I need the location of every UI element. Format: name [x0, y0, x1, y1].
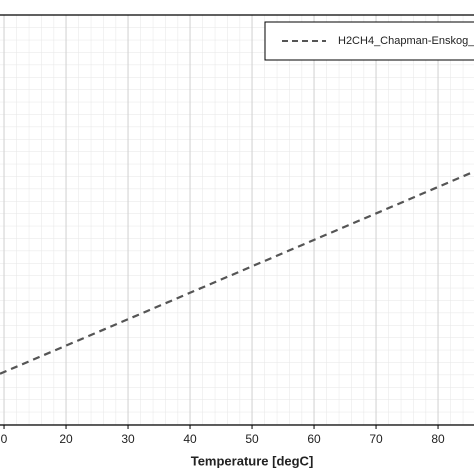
x-axis-label: Temperature [degC]: [191, 453, 314, 468]
legend-label: H2CH4_Chapman-Enskog_: [338, 35, 474, 47]
x-tick-label: 20: [59, 432, 73, 446]
x-tick-label: 40: [183, 432, 197, 446]
x-tick-label: 70: [369, 432, 383, 446]
legend: H2CH4_Chapman-Enskog_: [264, 21, 474, 61]
x-tick-label: 0: [1, 432, 8, 446]
x-tick-label: 50: [245, 432, 259, 446]
grid: [3, 15, 439, 425]
lines: [0, 170, 474, 375]
legend-box: [264, 21, 474, 61]
minor-grid: [0, 15, 474, 425]
data-line: [0, 170, 474, 375]
x-tick-label: 80: [431, 432, 445, 446]
x-tick-label: 60: [307, 432, 321, 446]
x-tick-label: 30: [121, 432, 135, 446]
